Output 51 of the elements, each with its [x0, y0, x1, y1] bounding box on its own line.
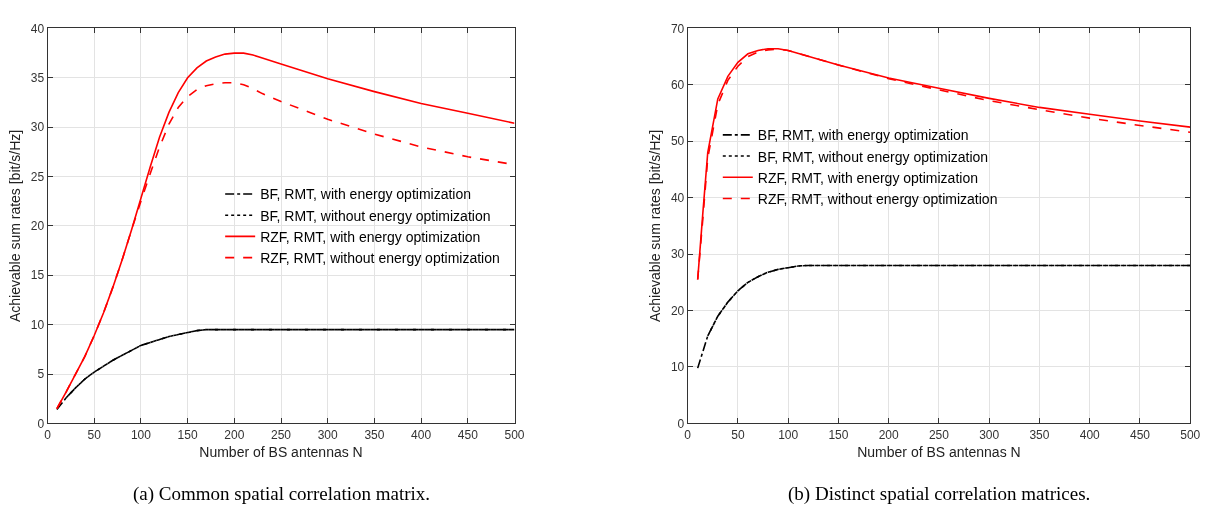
legend-label: BF, RMT, without energy optimization	[757, 148, 989, 165]
x-tick-label: 450	[457, 427, 479, 442]
y-tick-label: 20	[670, 303, 685, 318]
y-axis-title: Achievable sum rates [bit/s/Hz]	[647, 129, 664, 323]
x-tick-label: 100	[130, 427, 152, 442]
text: (b) Distinct spatial correlation matrices.	[788, 483, 1091, 505]
y-tick-label: 10	[670, 360, 685, 375]
x-tick-label: 350	[364, 427, 385, 442]
x-tick-label: 300	[317, 427, 339, 442]
x-tick-label: 100	[778, 427, 799, 442]
y-tick-label: 40	[670, 190, 685, 205]
y-tick-label: 10	[30, 317, 45, 332]
y-tick-label: 50	[670, 134, 685, 149]
x-tick-label: 250	[271, 427, 292, 442]
x-tick-label: 500	[1180, 427, 1201, 442]
y-tick-label: 5	[37, 367, 45, 382]
text: (a) Common spatial correlation matrix.	[133, 483, 431, 505]
y-tick-label: 0	[677, 416, 685, 431]
legend-label: BF, RMT, with energy optimization	[260, 186, 472, 203]
legend-label: RZF, RMT, without energy optimization	[260, 250, 500, 267]
y-tick-label: 15	[30, 268, 45, 283]
x-tick-label: 150	[177, 427, 198, 442]
x-tick-label: 450	[1129, 427, 1151, 442]
x-tick-label: 200	[224, 427, 245, 442]
y-axis-title: Achievable sum rates [bit/s/Hz]	[7, 129, 24, 323]
x-tick-label: 150	[828, 427, 849, 442]
x-tick-label: 50	[87, 427, 102, 442]
legend-label: RZF, RMT, with energy optimization	[260, 228, 481, 245]
x-tick-label: 400	[1079, 427, 1101, 442]
y-tick-label: 25	[30, 169, 45, 184]
y-tick-label: 60	[670, 78, 685, 93]
x-tick-label: 300	[979, 427, 1000, 442]
legend-label: BF, RMT, without energy optimization	[260, 207, 491, 224]
y-tick-label: 35	[30, 70, 45, 85]
x-tick-label: 50	[731, 427, 745, 442]
y-tick-label: 30	[670, 247, 685, 262]
legend-label: RZF, RMT, with energy optimization	[757, 169, 978, 186]
y-tick-label: 0	[37, 416, 45, 431]
x-tick-label: 200	[878, 427, 900, 442]
x-axis-title: Number of BS antennas N	[857, 444, 1021, 461]
x-tick-label: 500	[504, 427, 525, 442]
x-tick-label: 400	[411, 427, 432, 442]
y-tick-label: 30	[30, 120, 45, 135]
y-tick-label: 20	[30, 219, 45, 234]
y-tick-label: 40	[30, 21, 45, 36]
x-tick-label: 250	[928, 427, 950, 442]
legend-label: BF, RMT, with energy optimization	[757, 127, 969, 144]
x-axis-title: Number of BS antennas N	[199, 444, 363, 461]
legend-label: RZF, RMT, without energy optimization	[757, 190, 998, 207]
y-tick-label: 70	[670, 21, 685, 36]
x-tick-label: 350	[1029, 427, 1050, 442]
